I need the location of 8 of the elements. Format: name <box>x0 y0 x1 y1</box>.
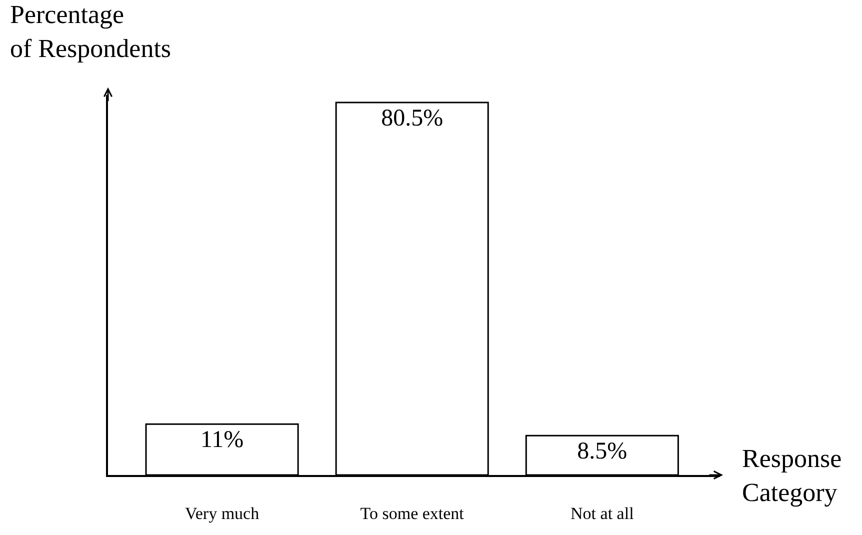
data-label: 8.5% <box>577 438 628 465</box>
x-tick-label: Not at all <box>570 504 634 524</box>
y-axis-title: Percentage of Respondents <box>10 0 172 63</box>
data-label: 80.5% <box>381 105 444 132</box>
x-axis-title: Response Category <box>742 444 842 507</box>
data-label: 11% <box>200 427 244 454</box>
x-tick-label: To some extent <box>360 504 464 524</box>
x-tick-label: Very much <box>184 504 260 524</box>
